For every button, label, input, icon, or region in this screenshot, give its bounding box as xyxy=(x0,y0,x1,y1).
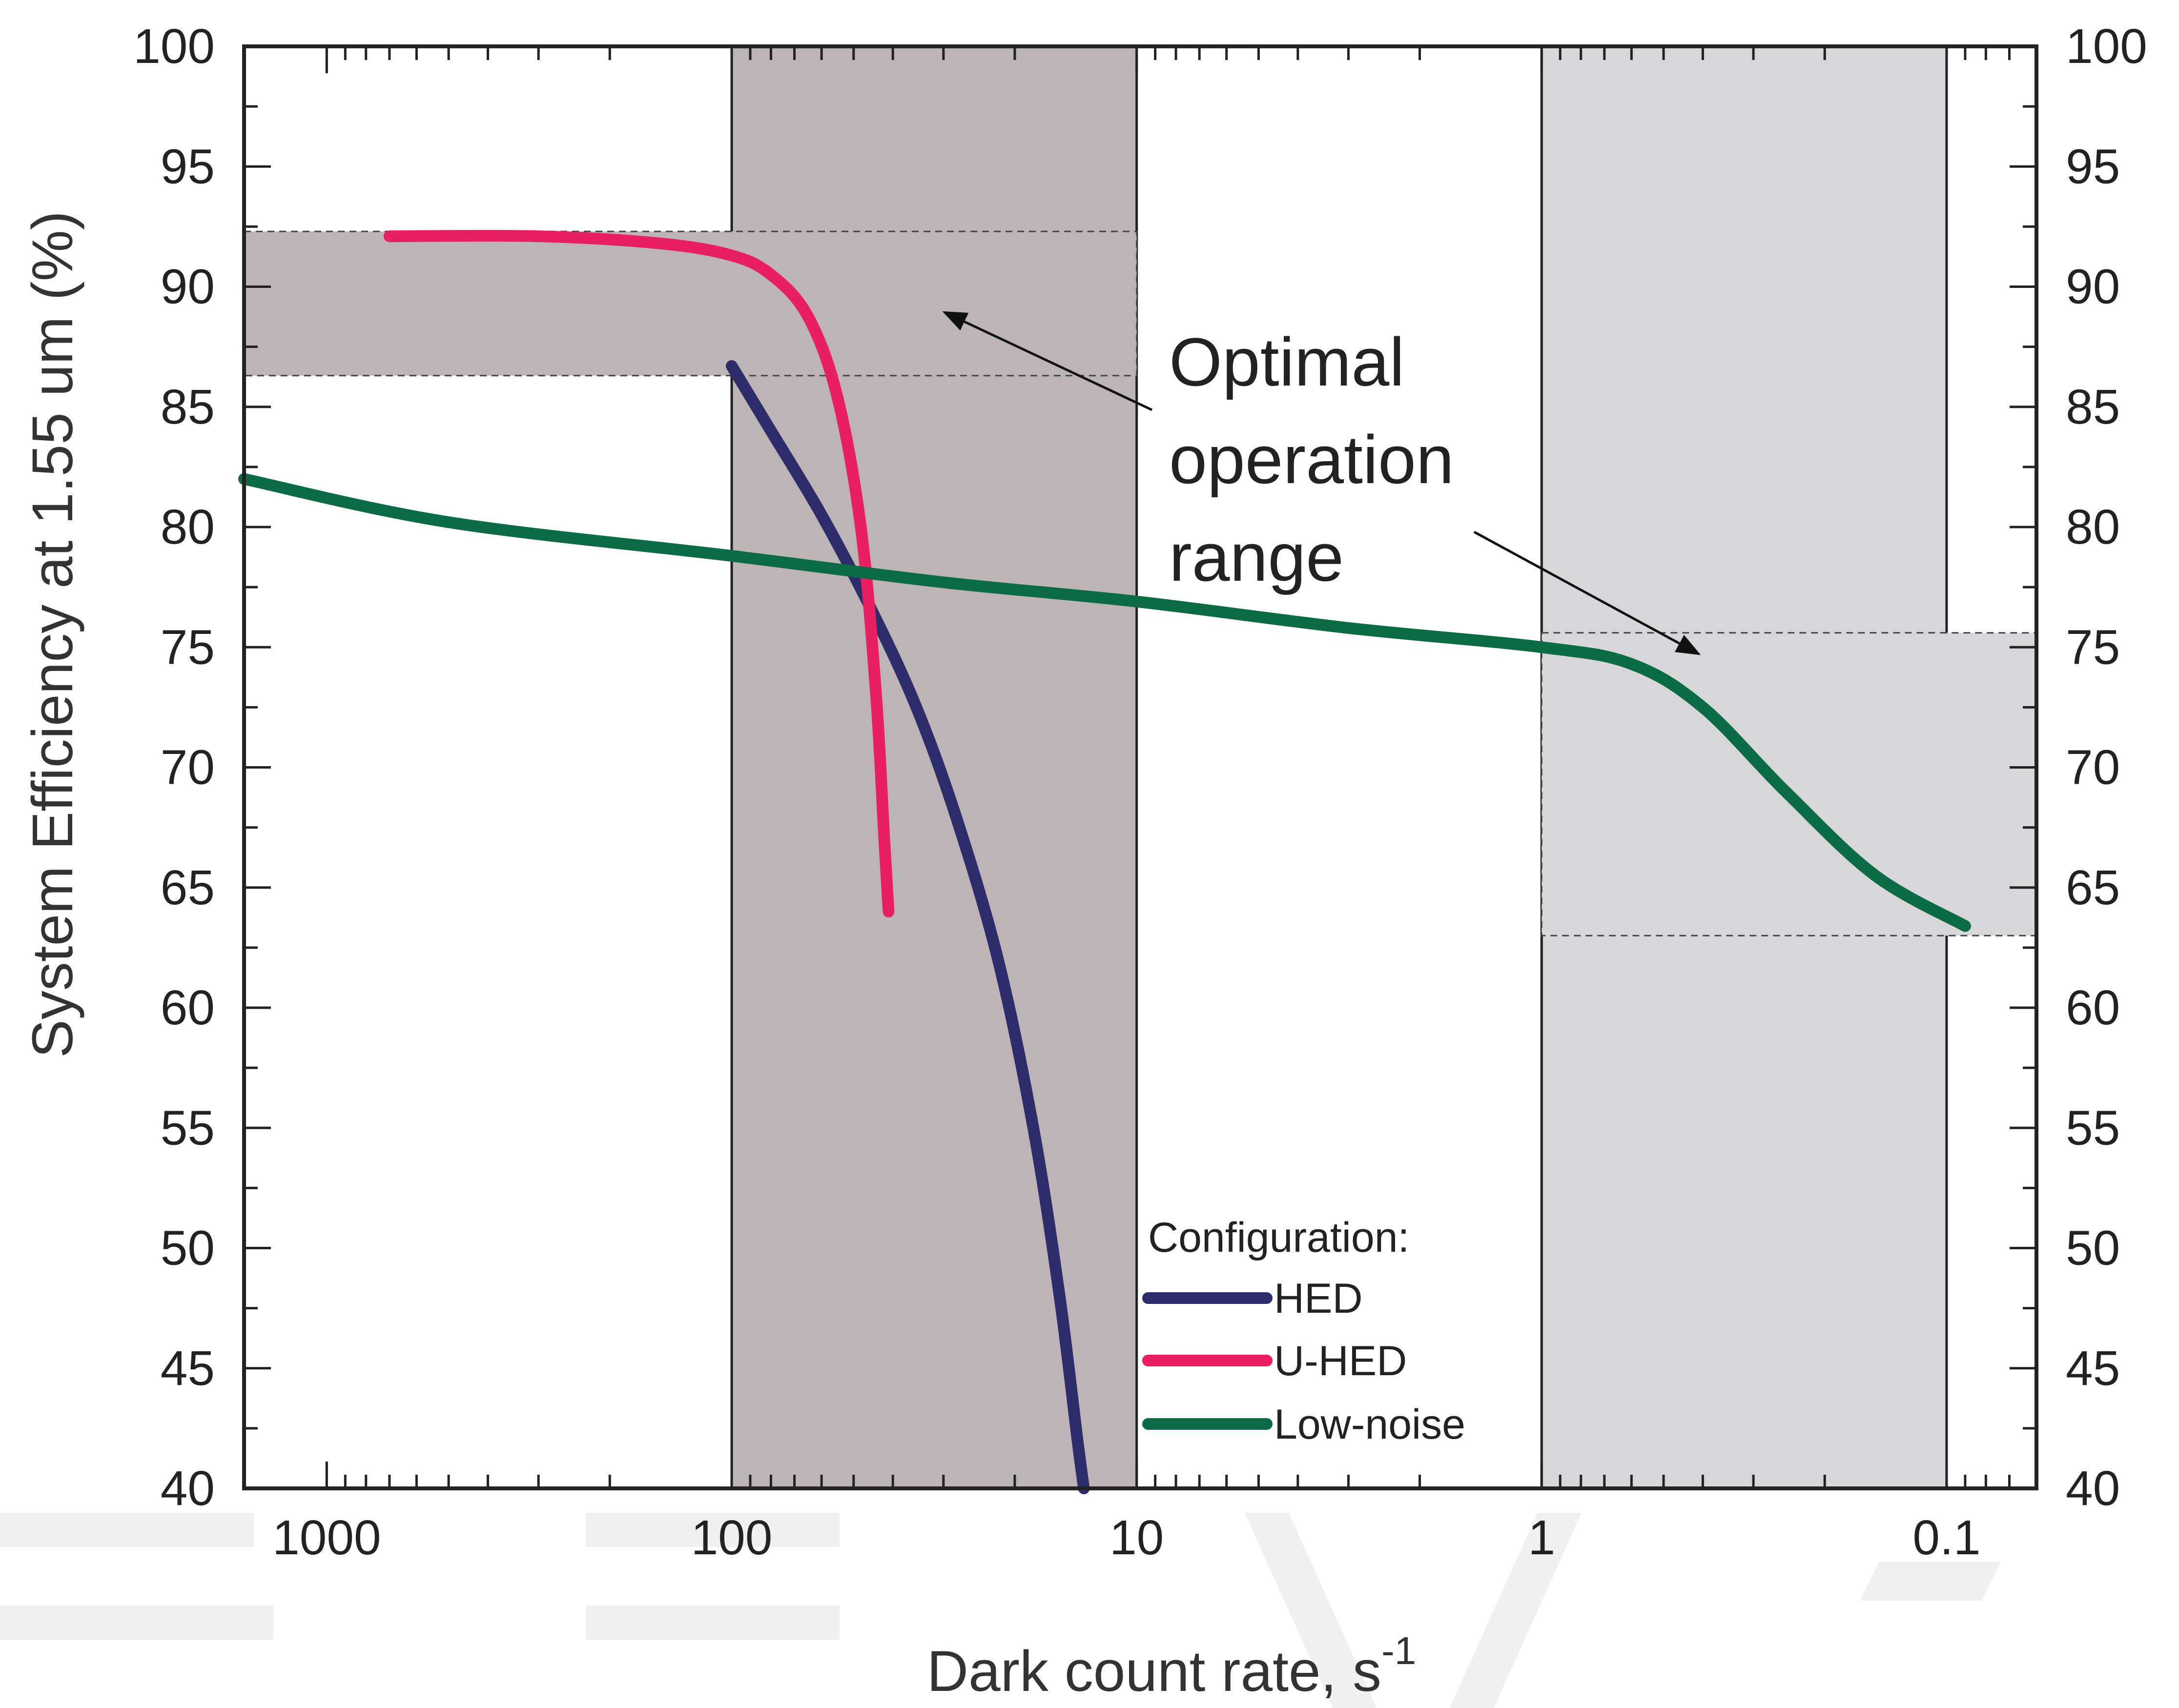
y-tick-label-left: 55 xyxy=(161,1100,215,1155)
shaded-region-4 xyxy=(1541,632,2037,936)
y-tick-label-right: 90 xyxy=(2066,260,2120,314)
legend-label-hed: HED xyxy=(1274,1275,1363,1322)
x-tick-label: 0.1 xyxy=(1912,1510,1980,1565)
y-tick-label-right: 100 xyxy=(2066,19,2147,74)
y-tick-label-left: 80 xyxy=(161,500,215,554)
y-tick-label-right: 65 xyxy=(2066,860,2120,915)
y-tick-label-right: 60 xyxy=(2066,980,2120,1035)
annotation-line-1: Optimal xyxy=(1169,324,1404,400)
x-axis-title: Dark count rate, s-1 xyxy=(927,1629,1416,1704)
y-tick-label-left: 75 xyxy=(161,620,215,674)
annotation-line-2: operation xyxy=(1169,421,1454,498)
y-tick-label-left: 70 xyxy=(161,740,215,795)
y-tick-label-left: 95 xyxy=(161,139,215,194)
y-tick-label-left: 90 xyxy=(161,260,215,314)
shaded-region-3 xyxy=(243,230,1138,377)
y-axis-ticks: 40 40 45 45 50 50 55 55 60 60 65 65 70 70 75 75 80 80 85 85… xyxy=(133,19,2147,1516)
y-tick-label-right: 45 xyxy=(2066,1341,2120,1396)
y-tick-label-right: 40 xyxy=(2066,1461,2120,1516)
series-line-low-noise xyxy=(238,473,1971,932)
data-series xyxy=(238,229,1971,1494)
y-tick-label-left: 40 xyxy=(161,1461,215,1516)
x-tick-label: 10 xyxy=(1110,1510,1164,1565)
y-tick-label-right: 85 xyxy=(2066,380,2120,434)
y-tick-label-left: 100 xyxy=(133,19,215,74)
x-tick-label: 100 xyxy=(691,1510,773,1565)
legend-label-u-hed: U-HED xyxy=(1274,1338,1407,1384)
annotation-arrow-lower xyxy=(1473,530,1701,655)
y-axis-title: System Efficiency at 1.55 um (%) xyxy=(21,211,85,1058)
y-tick-label-right: 70 xyxy=(2066,740,2120,795)
y-tick-label-left: 45 xyxy=(161,1341,215,1396)
y-tick-label-right: 50 xyxy=(2066,1221,2120,1276)
y-tick-label-left: 85 xyxy=(161,380,215,434)
legend-title: Configuration: xyxy=(1148,1214,1409,1261)
y-tick-label-left: 60 xyxy=(161,980,215,1035)
x-tick-label: 1000 xyxy=(272,1510,381,1565)
annotation-line-3: range xyxy=(1169,519,1344,595)
annotation-arrow-upper xyxy=(942,311,1153,411)
x-axis-ticks: 1000 100 10 1 0.1 xyxy=(272,46,2038,1565)
shaded-regions xyxy=(243,45,2037,1490)
y-tick-label-right: 80 xyxy=(2066,500,2120,554)
series-line-u-hed xyxy=(383,229,895,917)
y-tick-label-right: 95 xyxy=(2066,139,2120,194)
legend-label-low-noise: Low-noise xyxy=(1274,1401,1465,1448)
series-line-hed xyxy=(726,360,1090,1494)
y-tick-label-right: 55 xyxy=(2066,1100,2120,1155)
watermark xyxy=(0,1513,2001,1708)
annotation: Optimal operation range xyxy=(942,311,1701,655)
y-tick-label-right: 75 xyxy=(2066,620,2120,674)
x-tick-label: 1 xyxy=(1528,1510,1555,1565)
legend: Configuration: HED U-HED Low-noise xyxy=(1142,1214,1465,1448)
y-tick-label-left: 50 xyxy=(161,1221,215,1276)
y-tick-label-left: 65 xyxy=(161,860,215,915)
